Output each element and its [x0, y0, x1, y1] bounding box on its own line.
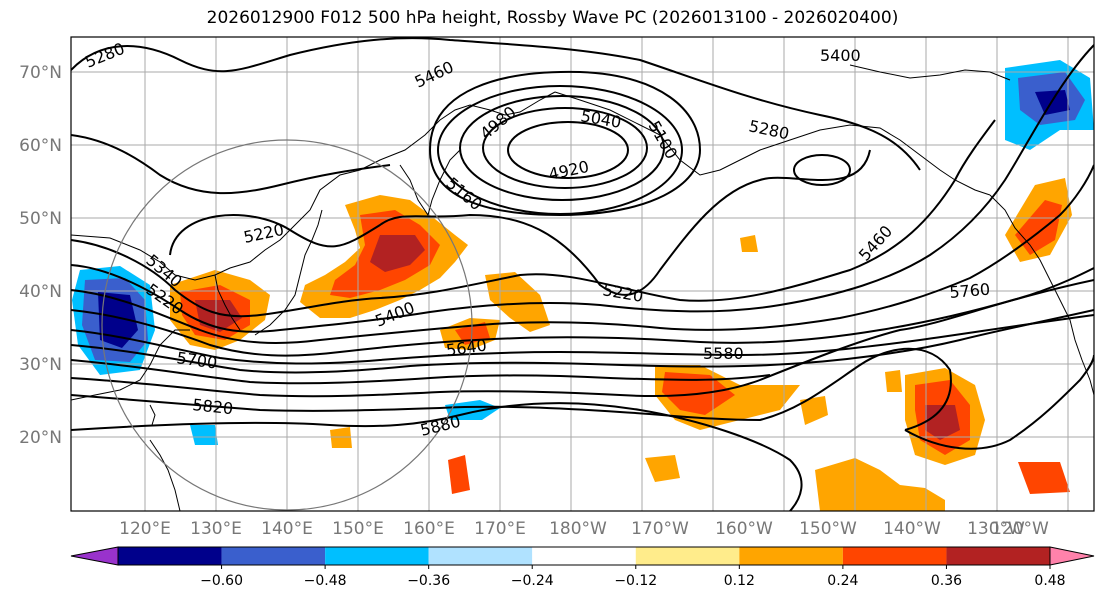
colorbar-swatch: [118, 547, 222, 565]
colorbar-tick-label: −0.48: [304, 573, 347, 589]
lon-tick: 180°W: [549, 519, 607, 539]
contour-label: 5400: [820, 46, 861, 65]
colorbar-swatch: [532, 547, 636, 565]
lon-tick: 160°W: [715, 519, 773, 539]
colorbar-tick-label: 0.12: [724, 573, 755, 589]
colorbar-swatch: [222, 547, 326, 565]
lon-tick: 150°E: [332, 519, 384, 539]
lon-tick: 130°E: [190, 519, 242, 539]
map-figure: 5400 5460 5280 4980 5040 5100 4920 5280 …: [0, 0, 1105, 604]
lat-tick: 70°N: [19, 63, 62, 83]
colorbar-swatch: [636, 547, 740, 565]
contour-label: 5760: [949, 280, 991, 302]
colorbar-swatch: [325, 547, 429, 565]
colorbar: −0.60 −0.48 −0.36 −0.24 −0.12 0.12 0.24 0.36 0.4…: [71, 547, 1105, 589]
lat-tick: 50°N: [19, 209, 62, 229]
colorbar-tick-label: 0.24: [827, 573, 858, 589]
colorbar-tick-label: −0.36: [407, 573, 450, 589]
longitude-labels: 120°E 130°E 140°E 150°E 160°E 170°E 180°…: [119, 519, 1049, 539]
lon-tick: 170°W: [631, 519, 689, 539]
lat-tick: 30°N: [19, 355, 62, 375]
colorbar-tick-label: −0.24: [511, 573, 554, 589]
lon-tick: 150°W: [799, 519, 857, 539]
colorbar-extend-min: [71, 547, 118, 565]
lat-tick: 60°N: [19, 136, 62, 156]
colorbar-swatch: [946, 547, 1050, 565]
anomaly-small-3: [885, 370, 902, 392]
lon-tick: 170°E: [474, 519, 526, 539]
anomaly-small-2: [740, 235, 758, 252]
colorbar-tick-label: −0.60: [200, 573, 243, 589]
lon-tick: 120°E: [119, 519, 171, 539]
lat-tick: 20°N: [19, 428, 62, 448]
lon-tick: 160°E: [403, 519, 455, 539]
colorbar-tick-label: 0.48: [1034, 573, 1065, 589]
latitude-labels: 70°N 60°N 50°N 40°N 30°N 20°N: [19, 63, 62, 448]
colorbar-swatch: [843, 547, 947, 565]
colorbar-swatch: [739, 547, 843, 565]
lat-tick: 40°N: [19, 282, 62, 302]
colorbar-tick-label: −0.12: [614, 573, 657, 589]
lon-tick: 120°W: [991, 519, 1049, 539]
lon-tick: 140°E: [261, 519, 313, 539]
lon-tick: 140°W: [883, 519, 941, 539]
colorbar-tick-label: 0.36: [931, 573, 962, 589]
colorbar-swatch: [429, 547, 533, 565]
colorbar-extend-max: [1050, 547, 1094, 565]
contour-label: 5580: [703, 344, 744, 363]
